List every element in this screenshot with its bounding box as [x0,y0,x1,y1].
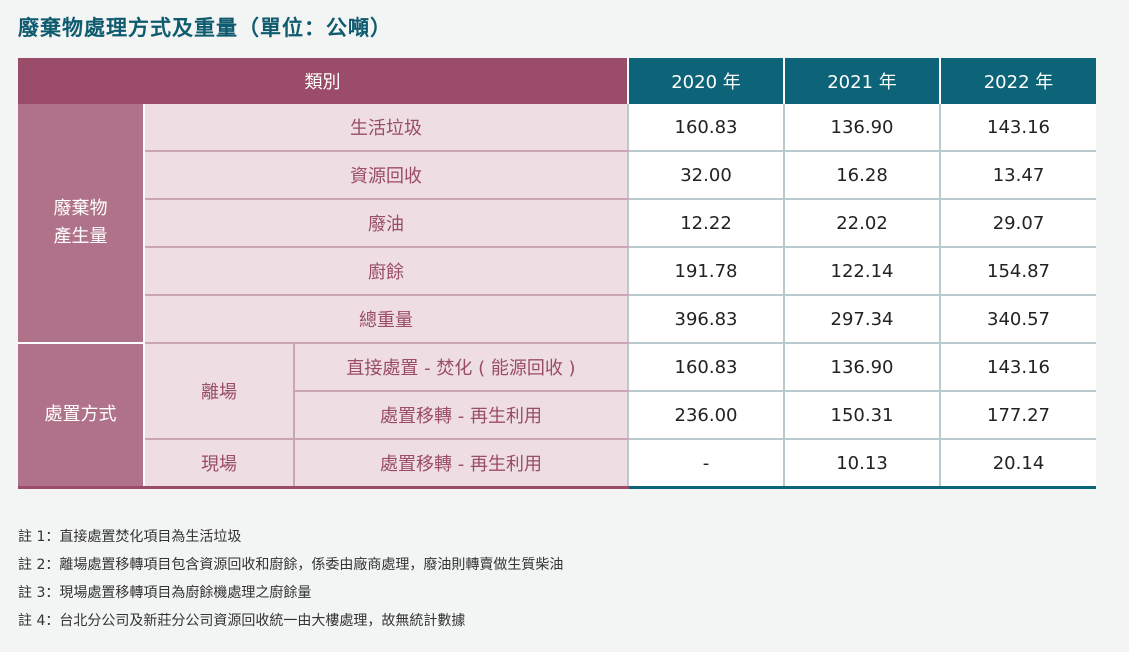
cell-value: 150.31 [783,391,940,440]
row-label: 廢油 [143,199,628,248]
cell-value: 12.22 [627,199,784,248]
table-row: 廢油 12.22 22.02 29.07 [18,199,1096,248]
footnote: 註 4：台北分公司及新莊分公司資源回收統一由大樓處理，故無統計數據 [18,613,466,629]
group-generation-line2: 產生量 [53,226,108,247]
footnotes: 註 1：直接處置焚化項目為生活垃圾 註 2：離場處置移轉項目包含資源回收和廚餘，… [18,523,563,635]
cell-value: 20.14 [939,439,1096,489]
cell-value: 143.16 [939,104,1096,152]
header-year-2020: 2020 年 [627,58,784,104]
table-row: 現場 處置移轉 - 再生利用 - 10.13 20.14 [18,439,1096,489]
row-label: 生活垃圾 [143,104,628,152]
cell-value: 177.27 [939,391,1096,440]
page-title: 廢棄物處理方式及重量（單位：公噸） [18,15,392,40]
cell-value: 29.07 [939,199,1096,248]
cell-value: 160.83 [627,343,784,392]
row-label: 總重量 [143,295,628,344]
table-row: 廚餘 191.78 122.14 154.87 [18,247,1096,296]
row-label: 廚餘 [143,247,628,296]
group-treatment: 處置方式 [18,343,145,489]
table-row: 資源回收 32.00 16.28 13.47 [18,151,1096,200]
row-label: 處置移轉 - 再生利用 [293,439,628,489]
cell-value: 22.02 [783,199,940,248]
row-label: 資源回收 [143,151,628,200]
header-year-2021: 2021 年 [783,58,940,104]
cell-value: 160.83 [627,104,784,152]
table-row-total: 總重量 396.83 297.34 340.57 [18,295,1096,344]
group-generation-line1: 廢棄物 [53,198,108,219]
table-row: 處置移轉 - 再生利用 236.00 150.31 177.27 [18,391,1096,440]
waste-table: 類別 2020 年 2021 年 2022 年 廢棄物 產生量 生活垃圾 160… [18,58,1096,489]
cell-value: 10.13 [783,439,940,489]
cell-value: 340.57 [939,295,1096,344]
header-year-2022: 2022 年 [939,58,1096,104]
cell-value: - [627,439,784,489]
cell-value: 13.47 [939,151,1096,200]
subgroup-offsite: 離場 [143,343,295,440]
footnote: 註 1：直接處置焚化項目為生活垃圾 [18,529,242,545]
footnote: 註 3：現場處置移轉項目為廚餘機處理之廚餘量 [18,585,312,601]
header-category: 類別 [18,58,629,104]
cell-value: 16.28 [783,151,940,200]
row-label: 直接處置 - 焚化 ( 能源回收 ) [293,343,628,392]
subgroup-onsite: 現場 [143,439,295,489]
cell-value: 122.14 [783,247,940,296]
footnote: 註 2：離場處置移轉項目包含資源回收和廚餘，係委由廠商處理，廢油則轉賣做生質柴油 [18,557,564,573]
cell-value: 136.90 [783,343,940,392]
cell-value: 236.00 [627,391,784,440]
cell-value: 136.90 [783,104,940,152]
table-row: 處置方式 離場 直接處置 - 焚化 ( 能源回收 ) 160.83 136.90… [18,343,1096,489]
cell-value: 297.34 [783,295,940,344]
cell-value: 154.87 [939,247,1096,296]
group-generation: 廢棄物 產生量 [18,104,145,344]
table-row: 廢棄物 產生量 生活垃圾 160.83 136.90 143.16 [18,104,1096,344]
header-row: 類別 2020 年 2021 年 2022 年 [18,58,1096,104]
cell-value: 32.00 [627,151,784,200]
cell-value: 143.16 [939,343,1096,392]
cell-value: 191.78 [627,247,784,296]
cell-value: 396.83 [627,295,784,344]
row-label: 處置移轉 - 再生利用 [293,391,628,440]
